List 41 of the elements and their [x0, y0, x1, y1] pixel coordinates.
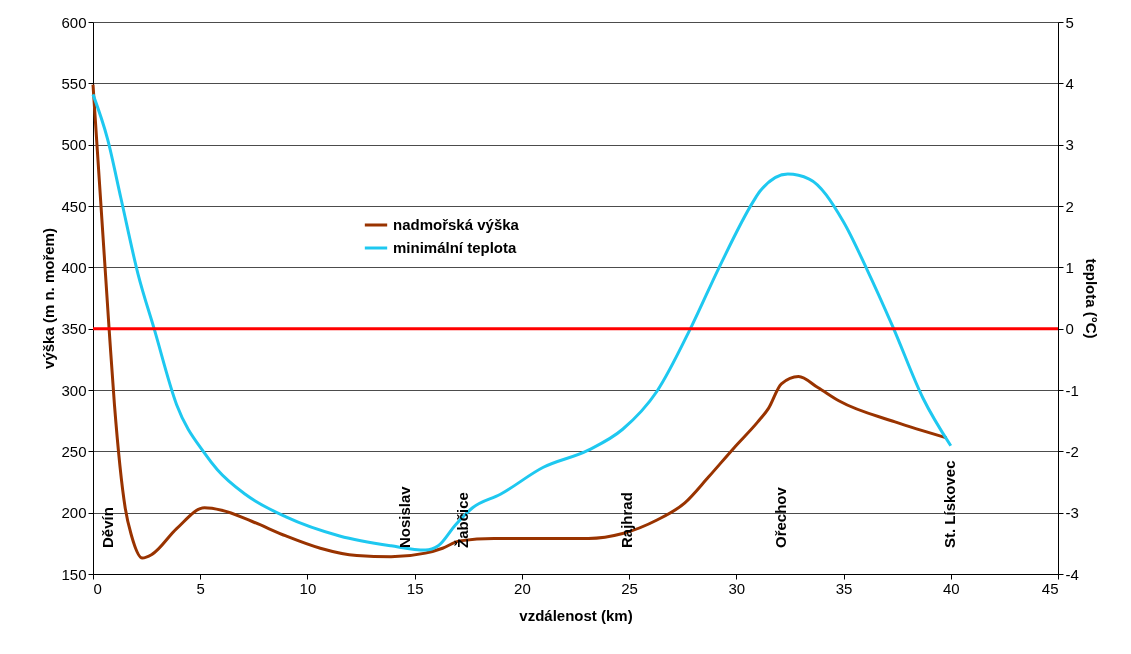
x-tick-label: 15 — [406, 579, 424, 597]
y2-tick-label: -4 — [1065, 565, 1079, 583]
y2-tick-label: -2 — [1065, 442, 1079, 460]
annotation: Děvín — [99, 507, 116, 548]
x-axis-title: vzdálenost (km) — [519, 606, 633, 624]
y-tick-label: 500 — [61, 136, 87, 154]
y-tick-label: 350 — [61, 320, 87, 338]
x-tick-label: 10 — [299, 579, 317, 597]
x-tick-label: 35 — [835, 579, 853, 597]
y-axis-title: výška (m n. mořem) — [40, 228, 58, 369]
y-tick-label: 250 — [61, 442, 87, 460]
y2-tick-label: 2 — [1065, 197, 1074, 215]
x-tick-label: 20 — [514, 579, 531, 597]
y2-tick-label: 5 — [1065, 13, 1074, 31]
legend-label: minimální teplota — [393, 239, 517, 256]
y2-tick-label: -1 — [1065, 381, 1079, 399]
x-tick-label: 45 — [1041, 579, 1059, 597]
annotation: St. Lískovec — [941, 460, 958, 548]
annotation: Rajhrad — [618, 492, 635, 548]
y2-tick-label: 1 — [1065, 258, 1074, 276]
annotation: Žabčice — [454, 492, 471, 548]
y-tick-label: 150 — [61, 565, 87, 583]
y2-tick-label: 0 — [1065, 320, 1074, 338]
x-tick-label: 0 — [93, 579, 102, 597]
y-tick-label: 400 — [61, 258, 87, 276]
y-tick-label: 550 — [61, 74, 87, 92]
y-tick-label: 300 — [61, 381, 87, 399]
y-tick-label: 450 — [61, 197, 87, 215]
annotation: Nosislav — [396, 485, 413, 548]
y2-tick-label: 4 — [1065, 74, 1074, 92]
legend-label: nadmořská výška — [393, 216, 520, 233]
x-tick-label: 25 — [621, 579, 638, 597]
x-tick-label: 30 — [728, 579, 746, 597]
x-tick-label: 5 — [196, 579, 205, 597]
y2-axis-title: teplota (°C) — [1082, 258, 1100, 339]
y-tick-label: 200 — [61, 504, 87, 522]
annotation: Ořechov — [772, 486, 789, 548]
x-tick-label: 40 — [942, 579, 960, 597]
y2-tick-label: 3 — [1065, 136, 1074, 154]
y2-tick-label: -3 — [1065, 504, 1079, 522]
y-tick-label: 600 — [61, 13, 87, 31]
